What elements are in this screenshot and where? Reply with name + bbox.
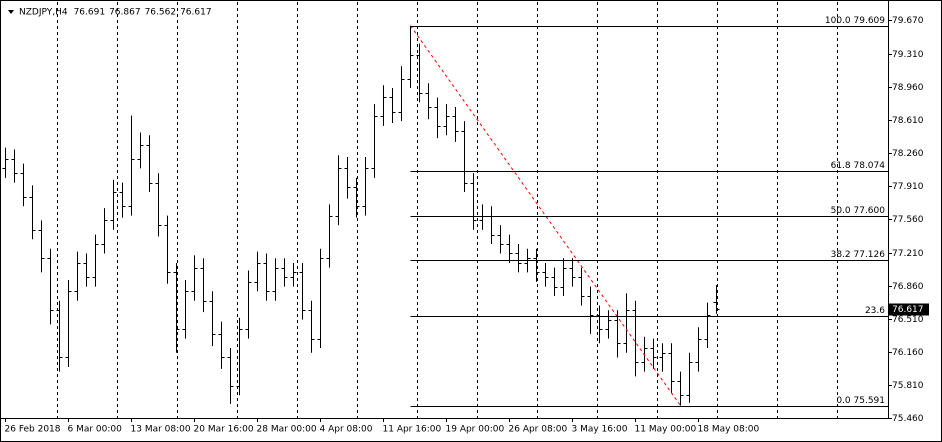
x-tick-label: 4 Apr 08:00 — [320, 425, 373, 435]
x-tick-label: 26 Feb 2018 — [5, 425, 61, 435]
x-tick-label: 11 May 00:00 — [635, 425, 697, 435]
x-tick-label: 28 Mar 00:00 — [257, 425, 317, 435]
y-tick-label: 76.160 — [892, 348, 924, 358]
x-tick-label: 3 May 16:00 — [572, 425, 628, 435]
fib-level-label: 61.8 78.074 — [831, 161, 886, 171]
y-tick-label: 77.210 — [892, 249, 924, 259]
y-tick-label: 77.560 — [892, 215, 924, 225]
menu-triangle[interactable] — [8, 10, 14, 14]
ohlc-value: 76.562 — [145, 8, 177, 18]
y-tick-label: 79.310 — [892, 50, 924, 60]
ohlc-value: 76.617 — [180, 8, 212, 18]
y-tick-label: 79.670 — [892, 16, 924, 26]
x-tick-label: 13 Mar 08:00 — [131, 425, 191, 435]
fib-level-label: 23.6 — [865, 306, 885, 316]
y-tick-label: 78.960 — [892, 83, 924, 93]
y-tick-label: 75.460 — [892, 414, 924, 424]
fib-level-label: 100.0 79.609 — [825, 16, 885, 26]
ohlc-value: 76.867 — [109, 8, 141, 18]
fib-level-label: 50.0 77.600 — [831, 206, 886, 216]
fib-level-label: 0.0 75.591 — [836, 396, 885, 406]
x-tick-label: 19 Apr 00:00 — [446, 425, 505, 435]
fib-level-label: 38.2 77.126 — [831, 250, 886, 260]
y-tick-label: 76.860 — [892, 282, 924, 292]
y-tick-label: 77.910 — [892, 182, 924, 192]
x-tick-label: 18 May 08:00 — [698, 425, 760, 435]
current-price-box — [889, 303, 929, 316]
current-price-label: 76.617 — [892, 305, 924, 315]
x-tick-label: 20 Mar 16:00 — [194, 425, 254, 435]
x-tick-label: 11 Apr 16:00 — [383, 425, 442, 435]
ohlc-value: 76.691 — [74, 8, 106, 18]
symbol: NZDJPY,H4 — [19, 8, 68, 18]
y-tick-label: 75.810 — [892, 381, 924, 391]
x-tick-label: 6 Mar 00:00 — [68, 425, 123, 435]
x-tick-label: 26 Apr 08:00 — [509, 425, 568, 435]
y-tick-label: 76.510 — [892, 315, 924, 325]
y-tick-label: 78.610 — [892, 116, 924, 126]
y-tick-label: 78.260 — [892, 149, 924, 159]
